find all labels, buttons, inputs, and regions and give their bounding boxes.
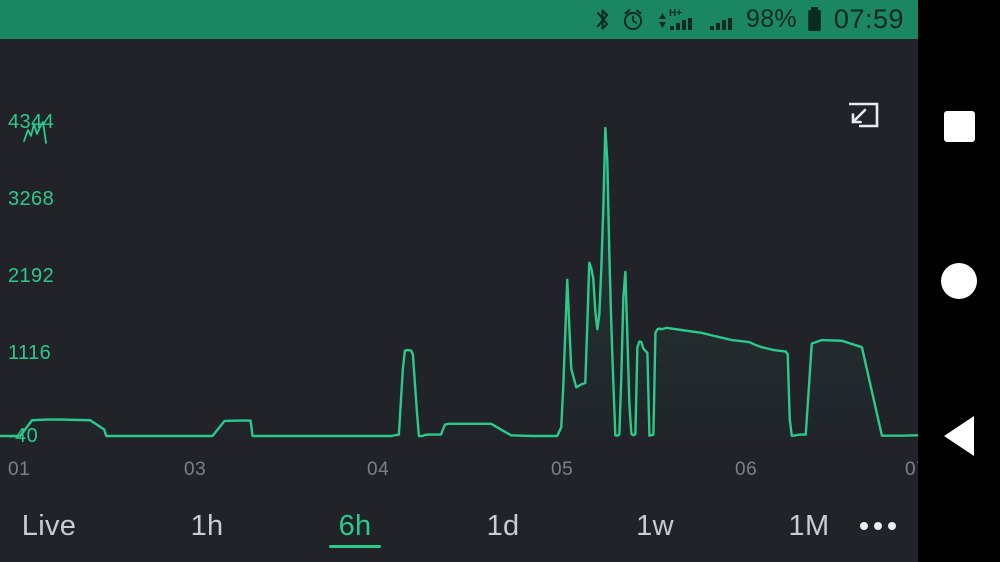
y-axis-label: 1116 <box>8 342 52 365</box>
tab-1h[interactable]: 1h <box>147 490 267 562</box>
tab-label: 1d <box>486 509 520 542</box>
x-axis-label: 05 <box>551 459 574 480</box>
home-button[interactable] <box>918 250 1000 312</box>
dot <box>874 522 882 530</box>
active-tab-underline <box>329 545 381 548</box>
status-bar: H+ 98% <box>0 0 918 39</box>
signal-bars-icon <box>709 7 737 33</box>
battery-percent-label: 98% <box>745 5 797 33</box>
battery-full-icon <box>806 7 823 33</box>
y-axis-label: -40 <box>8 425 39 447</box>
line-chart[interactable] <box>0 39 918 490</box>
back-button[interactable] <box>918 405 1000 467</box>
tab-label: Live <box>21 509 77 542</box>
tab-1M[interactable]: 1M <box>749 490 869 562</box>
phone-content: H+ 98% <box>0 0 918 562</box>
y-axis-label: 3268 <box>8 188 55 211</box>
circle-icon <box>941 263 977 299</box>
svg-text:H+: H+ <box>669 8 682 19</box>
x-axis-label: 03 <box>184 459 207 480</box>
bluetooth-icon <box>594 7 612 33</box>
more-options-icon[interactable] <box>838 490 918 562</box>
collapse-fullscreen-button[interactable] <box>841 97 885 137</box>
triangle-left-icon <box>944 416 974 456</box>
x-axis-label: 01 <box>8 459 31 480</box>
line-chart-icon <box>22 119 56 145</box>
tab-1w[interactable]: 1w <box>595 490 715 562</box>
tab-label: 1h <box>190 509 224 542</box>
tab-live[interactable]: Live <box>0 490 109 562</box>
tab-1d[interactable]: 1d <box>443 490 563 562</box>
android-navigation-bar <box>918 0 1000 562</box>
dot <box>860 522 868 530</box>
chart-region[interactable]: -40 1116 2192 3268 4344 01 03 04 05 06 0… <box>0 39 918 490</box>
recents-button[interactable] <box>918 95 1000 157</box>
y-axis-label: 4344 <box>8 111 55 133</box>
chart-area-fill <box>0 128 918 436</box>
collapse-fullscreen-icon <box>845 100 881 135</box>
tab-label: 1w <box>636 509 674 542</box>
tab-6h[interactable]: 6h <box>295 490 415 562</box>
dot <box>888 522 896 530</box>
tab-label: 6h <box>338 509 372 542</box>
x-axis-label: 07 <box>905 459 918 480</box>
y-axis-label: 2192 <box>8 265 55 288</box>
chart-line <box>0 126 918 438</box>
alarm-icon <box>621 7 645 33</box>
tab-label: 1M <box>788 509 830 542</box>
status-bar-clock: 07:59 <box>833 4 904 34</box>
data-transfer-hplus-icon: H+ <box>654 7 700 33</box>
square-icon <box>943 110 975 142</box>
x-axis-label: 04 <box>367 459 390 480</box>
time-range-tabbar: Live 1h 6h 1d 1w 1M <box>0 490 918 562</box>
x-axis-label: 06 <box>735 459 758 480</box>
